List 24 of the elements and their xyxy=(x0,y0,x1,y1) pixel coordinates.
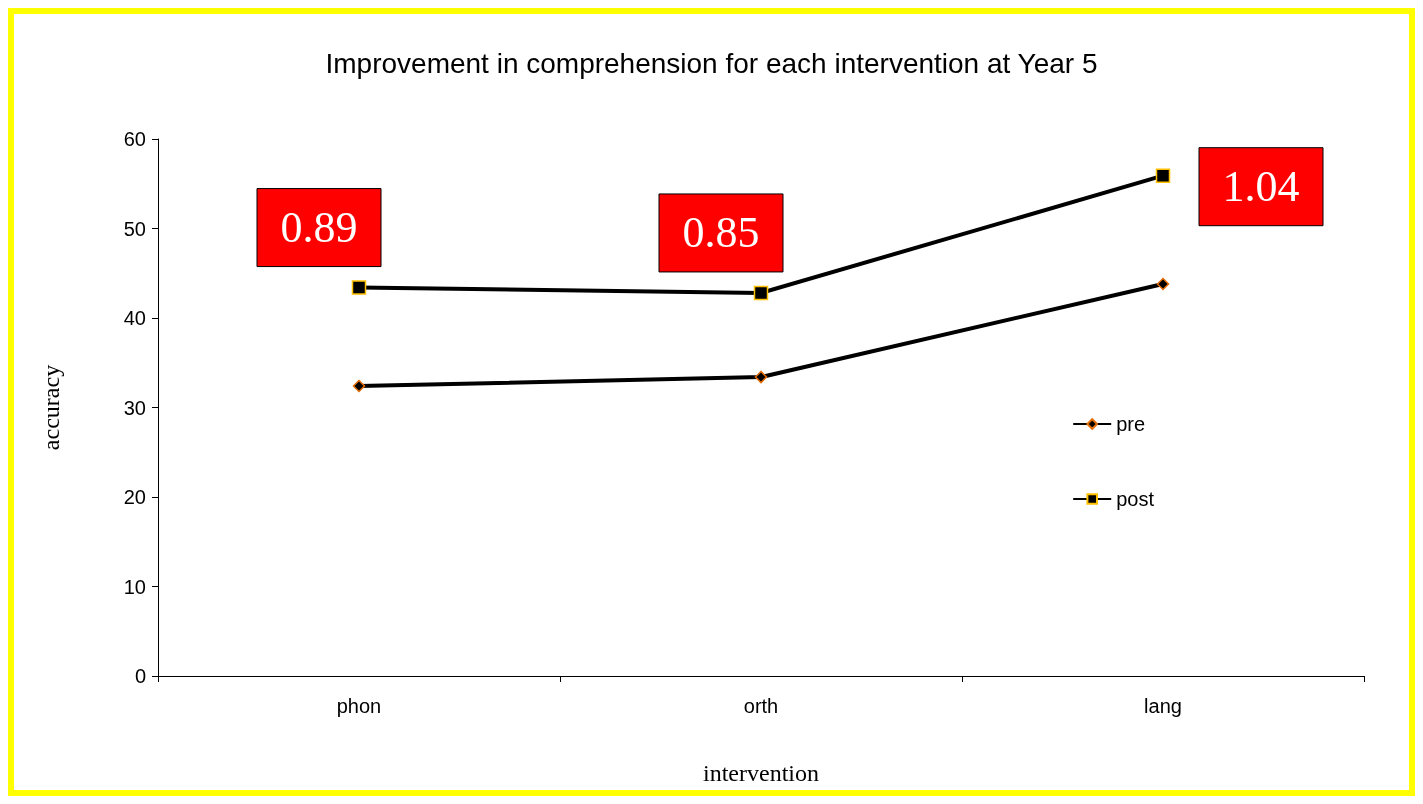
y-tick-label: 60 xyxy=(123,128,146,150)
point xyxy=(351,280,367,295)
y-tick-label: 0 xyxy=(134,665,146,687)
x-tick-label: orth xyxy=(743,695,779,717)
annotation: 0.89 xyxy=(280,203,358,253)
y-tick-label: 10 xyxy=(123,575,146,598)
chart-title: Improvement in comprehension for each intervention at Year 5 xyxy=(325,47,1098,79)
y-axis-title: accuracy xyxy=(38,364,64,451)
point xyxy=(754,370,768,384)
legend-label: pre xyxy=(1116,413,1146,435)
point xyxy=(352,379,366,393)
legend-label: post xyxy=(1116,488,1155,510)
point xyxy=(753,285,769,301)
y-tick-label: 30 xyxy=(123,396,146,419)
x-tick-label: phon xyxy=(336,695,382,717)
y-tick-label: 40 xyxy=(123,307,146,329)
x-axis-title: intervention xyxy=(703,760,819,786)
annotation: 0.85 xyxy=(682,208,760,258)
x-tick-label: lang xyxy=(1144,695,1182,717)
y-tick-label: 20 xyxy=(123,486,146,508)
y-tick-label: 50 xyxy=(123,217,146,240)
annotation: 1.04 xyxy=(1222,162,1300,212)
point xyxy=(1156,277,1170,291)
point xyxy=(1155,168,1171,183)
